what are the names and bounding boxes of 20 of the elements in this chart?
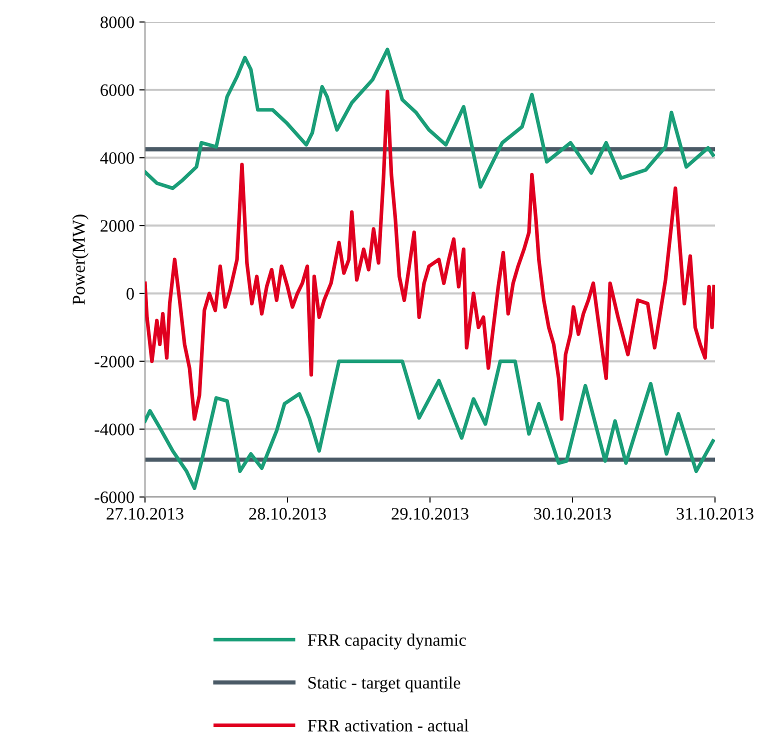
line-series <box>145 359 715 490</box>
x-tick-label: 29.10.2013 <box>392 508 468 520</box>
y-tick-label: 2000 <box>100 220 134 232</box>
y-tick-label: 8000 <box>100 16 134 28</box>
y-tick-label: -4000 <box>94 424 134 436</box>
x-tick-label: 27.10.2013 <box>106 508 184 520</box>
legend-label: FRR capacity dynamic <box>308 634 466 650</box>
y-tick-label: -6000 <box>94 491 134 504</box>
y-tick-label: 6000 <box>100 84 134 96</box>
legend-label: FRR activation - actual <box>308 719 468 732</box>
y-tick-label: -2000 <box>94 356 134 368</box>
line-series <box>145 90 715 421</box>
y-tick-label: 4000 <box>100 152 134 164</box>
legend-label: Static - target quantile <box>308 676 460 692</box>
x-tick-label: 28.10.2013 <box>249 508 326 520</box>
y-axis-title: Power(MW) <box>72 214 89 305</box>
y-tick-label: 0 <box>126 288 134 300</box>
line-series <box>145 48 715 190</box>
x-tick-label: 30.10.2013 <box>534 508 611 520</box>
x-tick-label: 31.10.2013 <box>676 508 754 520</box>
